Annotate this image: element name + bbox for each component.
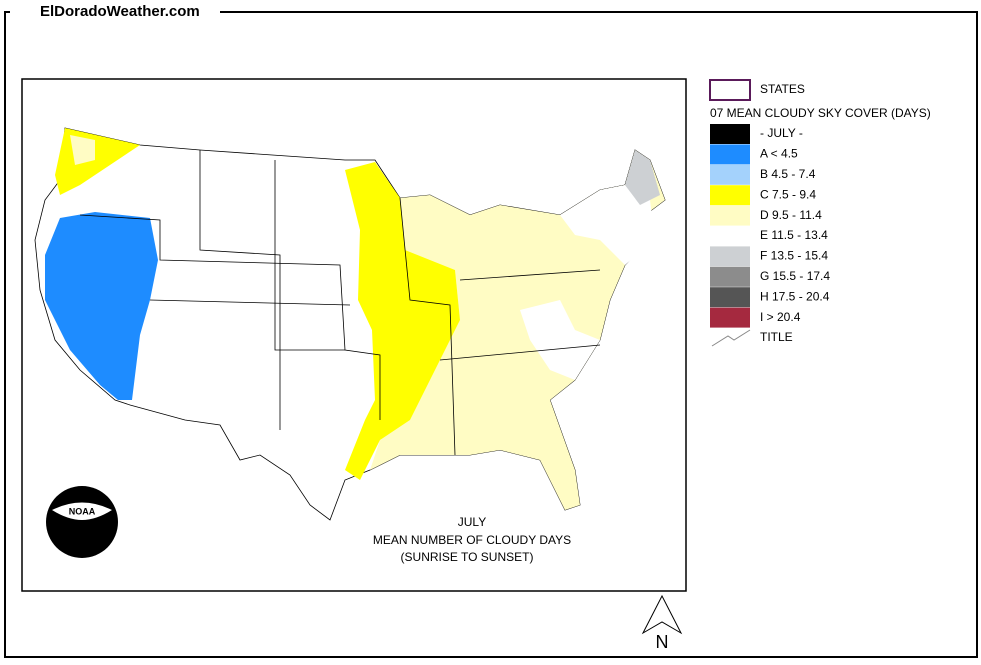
- map-title-line: JULY: [458, 515, 486, 529]
- legend-swatch: [710, 226, 750, 246]
- legend-label: C 7.5 - 9.4: [760, 187, 816, 201]
- legend-label: G 15.5 - 17.4: [760, 269, 830, 283]
- north-arrow: N: [641, 594, 683, 652]
- logo-text: NOAA: [69, 506, 96, 516]
- legend-swatch: [710, 246, 750, 267]
- legend-title: 07 MEAN CLOUDY SKY COVER (DAYS): [710, 106, 931, 120]
- legend-label: B 4.5 - 7.4: [760, 167, 816, 181]
- legend-swatch: [710, 307, 750, 328]
- title-symbol: [711, 329, 751, 347]
- legend-label: H 17.5 - 20.4: [760, 289, 830, 303]
- legend-swatch: [710, 124, 750, 144]
- legend-swatch: [710, 287, 750, 308]
- legend-swatch: [710, 164, 750, 185]
- legend-label: A < 4.5: [760, 147, 798, 161]
- legend-label: I > 20.4: [760, 310, 801, 324]
- site-name: ElDoradoWeather.com: [40, 3, 200, 20]
- states-swatch: [709, 79, 751, 101]
- legend-label: - JULY -: [760, 126, 803, 140]
- map-title-line: (SUNRISE TO SUNSET): [401, 550, 534, 564]
- legend-swatch: [710, 266, 750, 287]
- us-map: [34, 127, 666, 521]
- legend-label: E 11.5 - 13.4: [760, 228, 828, 242]
- states-label: STATES: [760, 82, 805, 96]
- header-bg: [10, 4, 220, 20]
- noaa-logo: NOAA: [46, 486, 118, 558]
- outer-frame: [4, 11, 978, 658]
- legend-label: D 9.5 - 11.4: [760, 208, 822, 222]
- legend-swatch: [710, 205, 750, 226]
- legend-label: F 13.5 - 15.4: [760, 249, 828, 263]
- legend-swatch: [710, 144, 750, 165]
- north-label: N: [656, 632, 669, 652]
- legend-swatch: [710, 185, 750, 206]
- title-symbol-label: TITLE: [760, 330, 793, 344]
- map-title-line: MEAN NUMBER OF CLOUDY DAYS: [373, 533, 571, 547]
- legend: - JULY - A < 4.5 B 4.5 - 7.4 C 7.5 - 9.4 D 9…: [710, 124, 830, 347]
